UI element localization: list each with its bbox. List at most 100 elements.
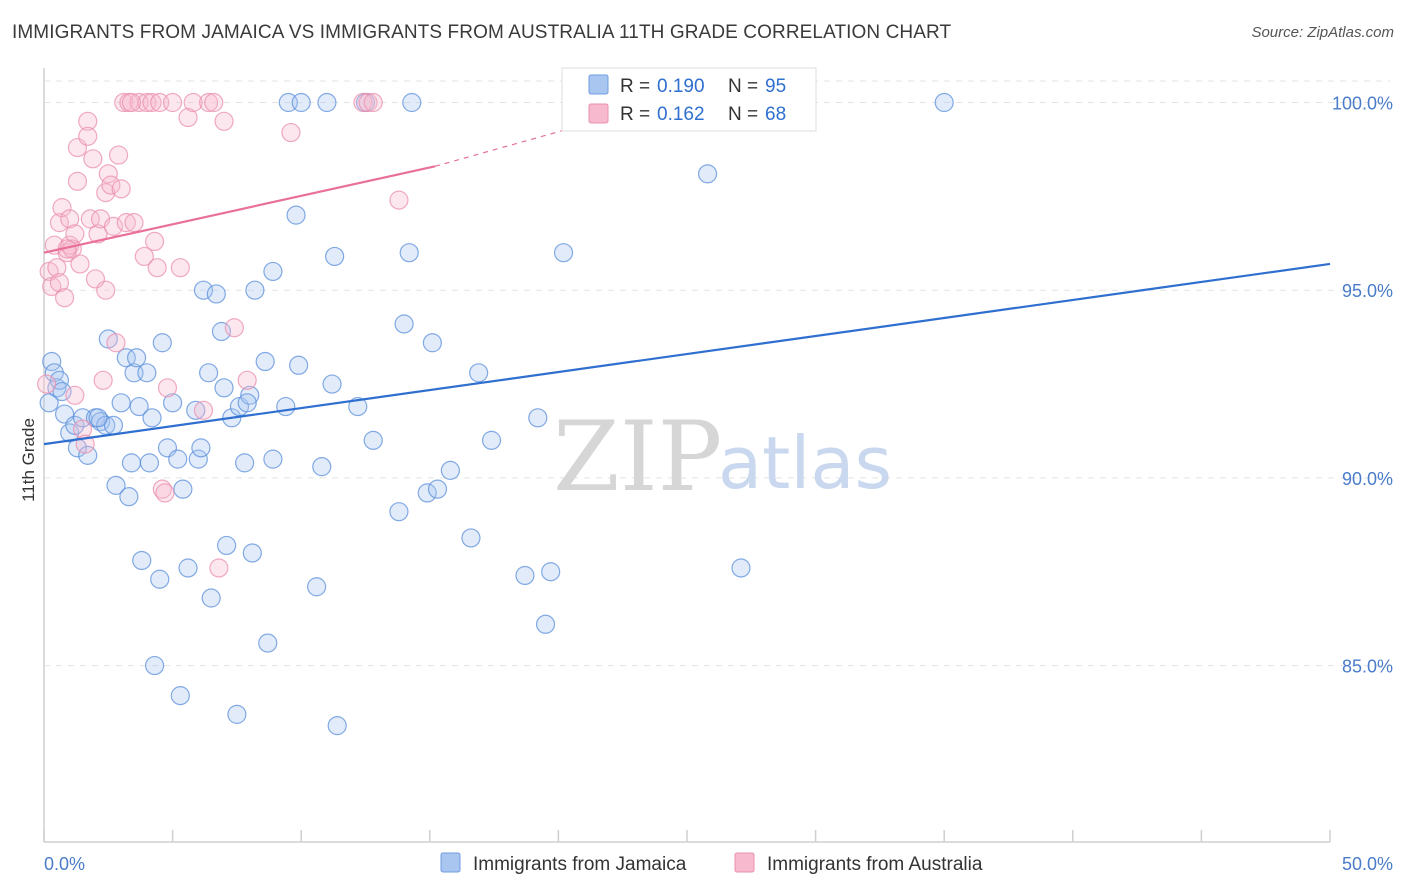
data-point — [535, 614, 556, 634]
data-point — [52, 381, 72, 402]
data-point — [163, 393, 183, 413]
data-point — [70, 254, 90, 274]
data-point — [224, 318, 244, 338]
data-point — [204, 92, 224, 113]
data-point — [65, 224, 85, 244]
data-point — [481, 430, 502, 450]
data-point — [697, 164, 718, 184]
data-point — [227, 704, 247, 724]
data-point — [211, 321, 232, 342]
data-point — [553, 243, 574, 263]
data-point — [312, 457, 332, 477]
data-point — [363, 92, 383, 113]
trend-lines — [43, 113, 1331, 446]
data-point — [440, 460, 460, 480]
data-point — [327, 716, 347, 736]
data-point — [934, 92, 954, 113]
data-point — [49, 213, 70, 233]
data-point — [103, 216, 124, 236]
data-point — [129, 396, 149, 417]
data-point — [49, 370, 70, 390]
legend-pink-r-label: R = — [620, 104, 650, 125]
x-tick-label-max: 50.0% — [1342, 854, 1393, 874]
y-axis-label: 11th Grade — [19, 418, 38, 502]
data-point — [88, 224, 108, 244]
data-point — [286, 205, 306, 225]
legend-blue-r-label: R = — [620, 76, 650, 97]
data-point — [541, 562, 561, 582]
data-point — [235, 453, 255, 473]
data-point — [422, 333, 442, 353]
data-point — [240, 385, 260, 405]
axes — [43, 68, 1331, 843]
data-point — [121, 453, 142, 473]
data-point — [119, 487, 139, 507]
data-point — [188, 449, 208, 469]
legend-pink-r-value: 0.162 — [657, 104, 705, 125]
data-point — [80, 209, 100, 229]
data-point — [144, 231, 165, 252]
data-point — [199, 363, 219, 383]
series-legend-swatch-australia — [734, 852, 755, 873]
watermark-zip: ZIP — [553, 401, 722, 513]
chart-title: IMMIGRANTS FROM JAMAICA VS IMMIGRANTS FR… — [12, 22, 952, 43]
data-point — [193, 400, 214, 420]
data-point — [116, 213, 136, 233]
trend-line-jamaica — [43, 262, 1331, 446]
data-point — [124, 213, 144, 233]
data-point — [353, 92, 373, 113]
data-point — [54, 288, 75, 308]
data-point — [394, 314, 414, 334]
data-point — [289, 355, 309, 375]
data-point — [88, 408, 108, 428]
series-jamaica-points — [39, 92, 954, 736]
y-tick-label: 100.0% — [1332, 94, 1393, 114]
data-point — [98, 164, 118, 184]
data-point — [52, 198, 72, 218]
data-point — [201, 588, 221, 608]
data-point — [276, 396, 296, 417]
data-point — [281, 122, 301, 143]
x-tick-label-min: 0.0% — [44, 854, 85, 874]
data-point — [170, 686, 190, 706]
series-legend-swatch-jamaica — [440, 852, 461, 873]
data-point — [65, 385, 85, 405]
data-point — [325, 246, 345, 267]
data-point — [402, 92, 422, 113]
data-point — [93, 370, 113, 390]
data-point — [78, 126, 98, 146]
data-point — [173, 479, 193, 499]
data-point — [163, 92, 183, 113]
data-point — [186, 400, 206, 420]
data-point — [157, 378, 178, 398]
data-point — [358, 92, 378, 113]
data-point — [144, 655, 165, 676]
data-point — [139, 453, 160, 473]
correlation-legend: R = 0.190 N = 95 R = 0.162 N = 68 — [561, 67, 817, 132]
data-point — [47, 378, 67, 398]
legend-swatch-pink — [588, 103, 609, 124]
trend-line-australia — [43, 165, 436, 254]
data-point — [106, 475, 126, 495]
data-point — [42, 351, 62, 372]
series-legend: Immigrants from Jamaica Immigrants from … — [440, 852, 983, 875]
data-point — [96, 280, 116, 300]
data-point — [78, 445, 98, 465]
data-point — [126, 348, 147, 368]
data-point — [170, 258, 190, 278]
data-point — [111, 179, 131, 199]
data-point — [106, 333, 126, 353]
data-point — [217, 535, 237, 556]
data-point — [47, 258, 67, 278]
data-point — [258, 633, 278, 653]
watermark: ZIP atlas — [553, 401, 892, 513]
data-point — [108, 145, 129, 165]
data-point — [111, 393, 131, 413]
legend-blue-n-value: 95 — [765, 76, 786, 97]
data-point — [137, 363, 157, 383]
data-point — [114, 92, 134, 113]
data-point — [242, 543, 262, 563]
series-australia-points — [36, 92, 409, 578]
data-point — [389, 190, 409, 210]
